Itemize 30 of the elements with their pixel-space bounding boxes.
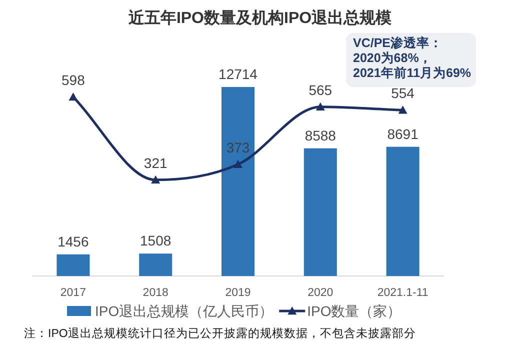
text: VC/PE渗透率： 2020为68%， 2021年前11月为69% — [353, 35, 472, 80]
x-tick-label: 2020 — [308, 287, 334, 299]
data-label: 565 — [308, 82, 332, 98]
data-label: 598 — [62, 72, 86, 88]
point — [151, 175, 160, 184]
data-label: 373 — [226, 139, 250, 156]
point — [68, 92, 78, 101]
data-label: 1508 — [140, 232, 172, 249]
data-label: 321 — [144, 154, 168, 171]
bar — [139, 254, 172, 276]
text: 注：IPO退出总规模统计口径为已公开披露的规模数据，不包含未披露部分 — [24, 326, 416, 340]
bar — [386, 146, 420, 276]
x-tick-label: 2018 — [142, 287, 168, 299]
bar — [304, 148, 337, 276]
data-label: 8691 — [387, 126, 419, 142]
legend-label: IPO数量（家） — [307, 303, 402, 319]
point — [316, 102, 325, 110]
data-label: 1456 — [58, 233, 89, 250]
bar — [222, 87, 254, 276]
x-tick-label: 2017 — [60, 287, 86, 299]
data-label: 554 — [391, 85, 415, 102]
data-label: 12714 — [218, 66, 258, 82]
bar — [56, 254, 90, 276]
x-tick-label: 2019 — [225, 287, 251, 299]
chart-title: 近五年IPO数量及机构IPO退出总规模 — [127, 9, 392, 27]
legend-label: IPO退出总规模（亿人民币） — [95, 303, 274, 319]
x-tick-label: 2021.1-11 — [377, 287, 428, 299]
point — [398, 106, 408, 114]
point — [234, 160, 242, 168]
data-label: 8588 — [304, 127, 336, 144]
